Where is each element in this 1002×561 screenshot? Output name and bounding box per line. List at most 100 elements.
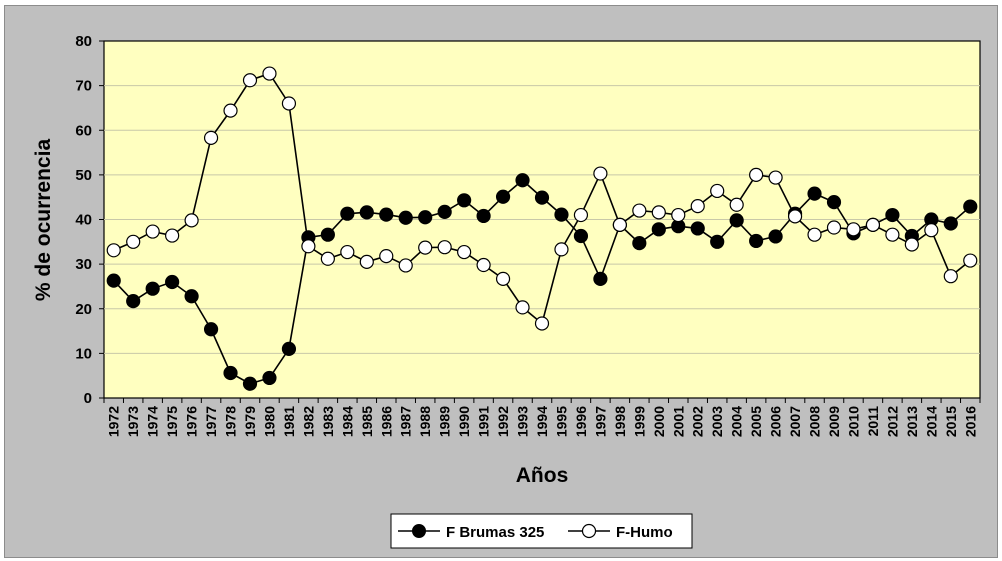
x-tick-label: 1999 (631, 406, 647, 437)
x-tick-label: 1990 (456, 406, 472, 437)
data-point (710, 183, 725, 199)
x-tick-label: 2000 (651, 406, 667, 437)
x-tick-label: 1986 (378, 406, 394, 437)
legend: F Brumas 325 F-Humo (390, 513, 693, 549)
x-tick-label: 2002 (690, 406, 706, 437)
y-tick-label: 20 (75, 301, 92, 318)
data-point (651, 222, 666, 237)
data-point (340, 244, 355, 260)
data-point (963, 253, 978, 268)
data-point (320, 251, 335, 266)
x-tick-label: 2007 (787, 406, 803, 437)
x-tick-label: 1984 (339, 406, 355, 437)
data-point (379, 207, 394, 222)
data-point (632, 203, 647, 218)
legend-marker-brumas (412, 524, 426, 538)
data-point (398, 258, 413, 273)
x-tick-label: 1994 (534, 406, 550, 437)
data-point (223, 365, 238, 381)
x-tick-label: 1978 (223, 406, 239, 437)
data-point (807, 186, 822, 201)
x-tick-label: 2014 (923, 406, 939, 437)
data-point (281, 341, 297, 357)
data-point (418, 240, 433, 255)
x-tick-label: 2006 (768, 406, 784, 437)
data-point (379, 248, 394, 264)
data-point (457, 244, 472, 260)
data-point (495, 189, 511, 204)
x-tick-label: 1982 (300, 406, 316, 437)
x-tick-label: 1975 (164, 406, 180, 437)
y-tick-label: 80 (75, 33, 92, 50)
x-tick-label: 1985 (359, 406, 375, 437)
data-point (729, 197, 744, 212)
data-point (515, 300, 530, 315)
data-point (242, 376, 258, 391)
x-tick-label: 1976 (184, 406, 200, 437)
series-layer (106, 66, 978, 391)
x-tick-label: 1973 (125, 406, 141, 437)
data-point (184, 289, 199, 304)
legend-box (390, 513, 693, 549)
data-point (242, 73, 258, 88)
y-tick-label: 10 (75, 345, 92, 362)
x-tick-label: 2004 (729, 406, 745, 437)
x-tick-label: 2005 (748, 406, 764, 437)
x-tick-label: 1995 (553, 406, 569, 437)
data-point (846, 222, 861, 237)
x-axis-ticks: 1972 1973 1974 1975 1976 1977 1978 1979 1980 1981… (103, 398, 981, 437)
data-point (359, 254, 374, 269)
markers-humo (106, 66, 978, 331)
x-tick-label: 1972 (106, 406, 122, 437)
data-point (593, 271, 608, 286)
data-point (165, 228, 180, 243)
data-point (573, 228, 589, 244)
data-point (165, 274, 180, 290)
y-tick-label: 40 (75, 212, 92, 229)
x-tick-label: 2015 (943, 406, 959, 437)
x-tick-label: 2003 (709, 406, 725, 437)
data-point (554, 242, 569, 257)
data-point (515, 173, 530, 188)
x-tick-label: 1998 (612, 406, 628, 437)
y-tick-label: 50 (75, 167, 92, 184)
data-point (787, 209, 803, 224)
x-tick-label: 2001 (670, 406, 686, 437)
x-tick-label: 1997 (592, 406, 608, 437)
x-tick-label: 1981 (281, 406, 297, 437)
y-tick-label: 70 (75, 78, 92, 95)
x-tick-label: 1988 (417, 406, 433, 437)
data-point (320, 227, 335, 242)
x-tick-label: 2010 (845, 406, 861, 437)
data-point (359, 205, 374, 220)
legend-label-humo: F-Humo (616, 524, 673, 541)
data-point (807, 227, 822, 242)
data-point (593, 166, 608, 181)
x-tick-label: 1979 (242, 406, 258, 437)
data-point (145, 281, 160, 296)
y-axis-ticks: 0 10 20 30 40 50 60 70 80 (75, 33, 104, 407)
x-tick-label: 2011 (865, 406, 881, 437)
data-point (943, 216, 958, 231)
x-tick-label: 1977 (203, 406, 219, 437)
data-point (826, 220, 842, 235)
data-point (534, 316, 550, 331)
data-point (301, 239, 316, 254)
data-point (262, 370, 277, 386)
data-point (749, 233, 764, 249)
data-point (768, 170, 783, 185)
data-point (184, 213, 199, 228)
x-tick-label: 2008 (807, 406, 823, 437)
data-point (495, 271, 511, 286)
data-point (865, 217, 881, 232)
data-point (262, 66, 277, 81)
data-point (924, 223, 939, 238)
data-point (437, 204, 452, 220)
data-point (729, 213, 744, 228)
data-point (749, 167, 764, 182)
data-point (145, 224, 160, 239)
x-tick-label: 1991 (476, 406, 492, 437)
data-point (106, 273, 121, 288)
data-point (398, 210, 413, 225)
data-point (651, 205, 666, 220)
